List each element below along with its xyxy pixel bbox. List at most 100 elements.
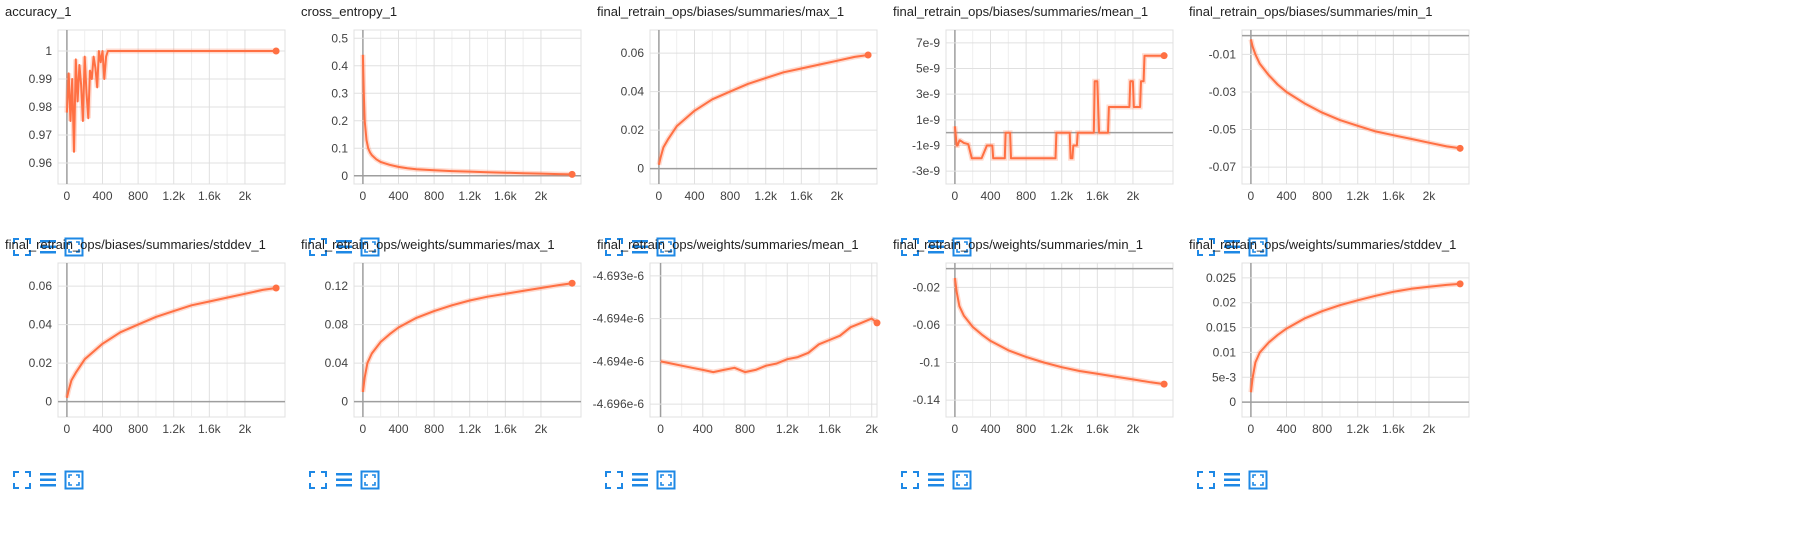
fullscreen-icon[interactable]	[12, 237, 32, 257]
fullscreen-icon[interactable]	[308, 470, 328, 490]
series-end-point	[864, 51, 872, 59]
list-lines-icon[interactable]	[630, 237, 650, 257]
plot-frame	[353, 262, 582, 418]
series-line	[1249, 39, 1461, 150]
x-tick-label: 2k	[831, 189, 845, 203]
chart-plot[interactable]: 0 400 800 1.2k 1.6k 2k 0 0.02 0.04 0.06	[592, 28, 882, 208]
y-tick-label: 0	[637, 162, 644, 176]
list-lines-icon[interactable]	[38, 237, 58, 257]
chart-title: cross_entropy_1	[301, 4, 398, 19]
fullscreen-icon[interactable]	[1196, 470, 1216, 490]
fit-domain-icon[interactable]	[1248, 237, 1268, 257]
x-tick-label: 800	[720, 189, 740, 203]
chart-title: final_retrain_ops/weights/summaries/stdd…	[1189, 237, 1457, 252]
series-end-point	[1456, 280, 1464, 288]
fullscreen-icon[interactable]	[900, 237, 920, 257]
fit-domain-icon[interactable]	[952, 470, 972, 490]
y-tick-label: 0	[45, 395, 52, 409]
x-tick-label: 0	[360, 189, 367, 203]
chart-plot[interactable]: 0 400 800 1.2k 1.6k 2k 0.96 0.97 0.98 0.99 1	[0, 28, 290, 208]
series-end-point	[873, 319, 881, 327]
x-tick-label: 1.6k	[790, 189, 814, 203]
series-line	[361, 282, 573, 393]
y-tick-label: -0.03	[1209, 85, 1237, 99]
list-lines-icon[interactable]	[1222, 470, 1242, 490]
chart-plot[interactable]: 0 400 800 1.2k 1.6k 2k -4.693e-6 -4.694e-6 -4.69…	[592, 261, 882, 441]
list-lines-icon[interactable]	[630, 470, 650, 490]
list-lines-icon[interactable]	[334, 470, 354, 490]
fit-domain-icon[interactable]	[360, 237, 380, 257]
y-tick-label: 0.5	[331, 31, 348, 45]
series-line	[660, 317, 878, 374]
list-lines-icon[interactable]	[926, 470, 946, 490]
x-tick-label: 1.6k	[1382, 189, 1406, 203]
fit-domain-icon[interactable]	[64, 470, 84, 490]
chart-title: accuracy_1	[5, 4, 72, 19]
x-tick-label: 400	[1276, 189, 1296, 203]
chart-plot[interactable]: 0 400 800 1.2k 1.6k 2k -0.02 -0.06 -0.1 -0.14	[888, 261, 1178, 441]
series-line	[361, 54, 573, 176]
y-tick-label: 0.025	[1206, 271, 1236, 285]
list-lines-icon[interactable]	[926, 237, 946, 257]
fullscreen-icon[interactable]	[900, 470, 920, 490]
x-tick-label: 2k	[535, 422, 549, 436]
y-tick-label: 0.02	[29, 356, 53, 370]
fullscreen-icon[interactable]	[1196, 237, 1216, 257]
chart-plot[interactable]: 0 400 800 1.2k 1.6k 2k 0 0.02 0.04 0.06	[0, 261, 290, 441]
y-tick-label: 0.08	[325, 318, 349, 332]
fit-domain-icon[interactable]	[952, 237, 972, 257]
fit-domain-icon[interactable]	[656, 237, 676, 257]
fullscreen-icon[interactable]	[12, 470, 32, 490]
x-tick-label: 2k	[535, 189, 549, 203]
x-tick-label: 1.6k	[1086, 422, 1110, 436]
x-tick-label: 1.2k	[162, 189, 186, 203]
x-tick-label: 400	[92, 422, 112, 436]
x-tick-label: 800	[1312, 422, 1332, 436]
x-tick-label: 800	[424, 422, 444, 436]
plot-frame	[945, 29, 1174, 185]
x-tick-label: 400	[684, 189, 704, 203]
fullscreen-icon[interactable]	[604, 470, 624, 490]
y-tick-label: 0	[341, 169, 348, 183]
fit-domain-icon[interactable]	[1248, 470, 1268, 490]
fit-domain-icon[interactable]	[360, 470, 380, 490]
list-lines-icon[interactable]	[38, 470, 58, 490]
y-tick-label: 5e-3	[1212, 370, 1236, 384]
x-tick-label: 1.6k	[1382, 422, 1406, 436]
fit-domain-icon[interactable]	[64, 237, 84, 257]
y-tick-label: 5e-9	[916, 62, 940, 76]
fullscreen-icon[interactable]	[604, 237, 624, 257]
x-tick-label: 800	[735, 422, 755, 436]
series-line	[1249, 282, 1461, 393]
fullscreen-icon[interactable]	[308, 237, 328, 257]
y-tick-label: 0.02	[1213, 296, 1237, 310]
x-tick-label: 0	[360, 422, 367, 436]
plot-frame	[649, 29, 878, 185]
chart-plot[interactable]: 0 400 800 1.2k 1.6k 2k 0 0.04 0.08 0.12	[296, 261, 586, 441]
y-tick-label: -4.694e-6	[593, 354, 645, 368]
y-tick-label: 3e-9	[916, 87, 940, 101]
x-tick-label: 2k	[1127, 422, 1141, 436]
y-tick-label: 0	[341, 395, 348, 409]
list-lines-icon[interactable]	[1222, 237, 1242, 257]
list-lines-icon[interactable]	[334, 237, 354, 257]
y-tick-label: 0.12	[325, 279, 349, 293]
chart-title: final_retrain_ops/biases/summaries/mean_…	[893, 4, 1149, 19]
chart-plot[interactable]: 0 400 800 1.2k 1.6k 2k -3e-9 -1e-9 1e-9 3e-9 5e-9 7…	[888, 28, 1178, 208]
series-line	[657, 54, 869, 166]
y-tick-label: 0.3	[331, 86, 348, 100]
chart-title: final_retrain_ops/weights/summaries/mean…	[597, 237, 859, 252]
chart-card: final_retrain_ops/biases/summaries/stdde…	[0, 233, 340, 503]
plot-frame	[1241, 262, 1470, 418]
fit-domain-icon[interactable]	[656, 470, 676, 490]
chart-plot[interactable]: 0 400 800 1.2k 1.6k 2k 0 5e-3 0.01 0.015 0.02 0.025	[1184, 261, 1474, 441]
y-tick-label: 7e-9	[916, 36, 940, 50]
y-tick-label: 0.2	[331, 114, 348, 128]
x-tick-label: 800	[1016, 189, 1036, 203]
x-tick-label: 400	[388, 422, 408, 436]
chart-plot[interactable]: 0 400 800 1.2k 1.6k 2k -0.01 -0.03 -0.05 -0.07	[1184, 28, 1474, 208]
plot-frame	[57, 262, 286, 418]
x-tick-label: 1.2k	[754, 189, 778, 203]
chart-plot[interactable]: 0 400 800 1.2k 1.6k 2k 0 0.1 0.2 0.3 0.4 0.5	[296, 28, 586, 208]
y-tick-label: 0.04	[621, 85, 645, 99]
